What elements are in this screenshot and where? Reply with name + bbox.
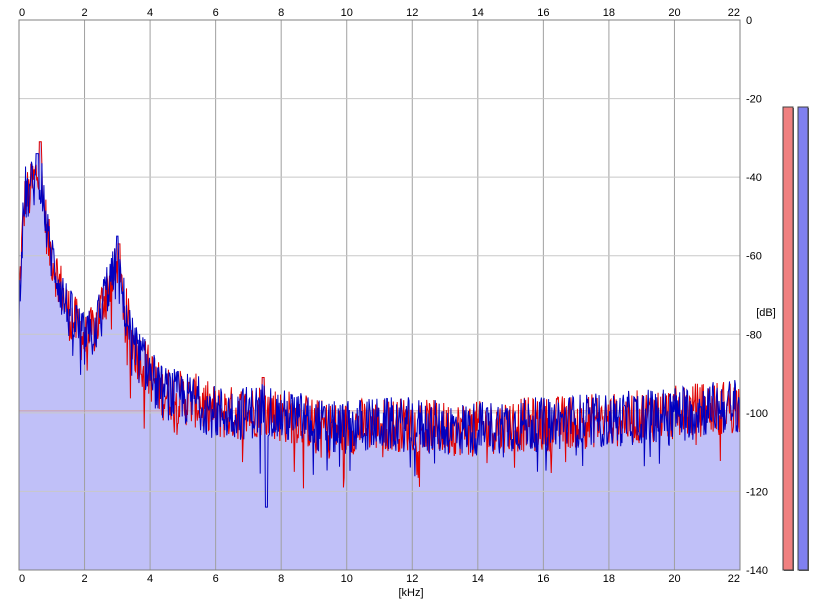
x-tick-label-bottom: 14	[472, 573, 484, 585]
x-tick-label-bottom: 10	[341, 573, 353, 585]
y-tick-label: -140	[746, 565, 768, 577]
x-tick-label-bottom: 4	[147, 573, 153, 585]
series-layer	[18, 141, 741, 508]
level-meter-l	[782, 106, 794, 571]
level-meter-r	[797, 106, 809, 571]
plot-frame	[18, 19, 741, 571]
y-tick-label: 0	[746, 15, 752, 27]
x-tick-label-bottom: 0	[19, 573, 25, 585]
x-tick-label-top: 0	[19, 7, 25, 19]
x-tick-label-top: 14	[472, 7, 484, 19]
spectrum-fill	[19, 141, 740, 571]
x-tick-label-bottom: 12	[406, 573, 418, 585]
y-tick-label: -80	[746, 329, 762, 341]
x-tick-label-bottom: 18	[603, 573, 615, 585]
x-tick-label-top: 20	[668, 7, 680, 19]
y-tick-label: -20	[746, 94, 762, 106]
x-tick-label-bottom: 6	[213, 573, 219, 585]
x-tick-label-top: 10	[341, 7, 353, 19]
y-tick-label: -120	[746, 486, 768, 498]
x-axis-label: [kHz]	[398, 587, 423, 599]
x-tick-label-bottom: 8	[278, 573, 284, 585]
x-tick-label-top: 18	[603, 7, 615, 19]
axes: 002244668810101212141416161818202022220-…	[18, 7, 768, 585]
x-tick-label-top: 2	[81, 7, 87, 19]
x-tick-label-top: 6	[213, 7, 219, 19]
x-tick-label-top: 22	[728, 7, 740, 19]
y-tick-label: -40	[746, 172, 762, 184]
series-line-right	[18, 153, 741, 508]
x-tick-label-top: 12	[406, 7, 418, 19]
x-tick-label-bottom: 2	[81, 573, 87, 585]
y-tick-label: -100	[746, 408, 768, 420]
x-tick-label-top: 8	[278, 7, 284, 19]
y-axis-label: [dB]	[756, 307, 776, 319]
x-tick-label-top: 16	[537, 7, 549, 19]
level-meters	[782, 106, 809, 571]
x-tick-label-bottom: 22	[728, 573, 740, 585]
y-tick-label: -60	[746, 251, 762, 263]
x-tick-label-bottom: 16	[537, 573, 549, 585]
area-fill	[19, 141, 740, 571]
x-tick-label-top: 4	[147, 7, 153, 19]
x-tick-label-bottom: 20	[668, 573, 680, 585]
